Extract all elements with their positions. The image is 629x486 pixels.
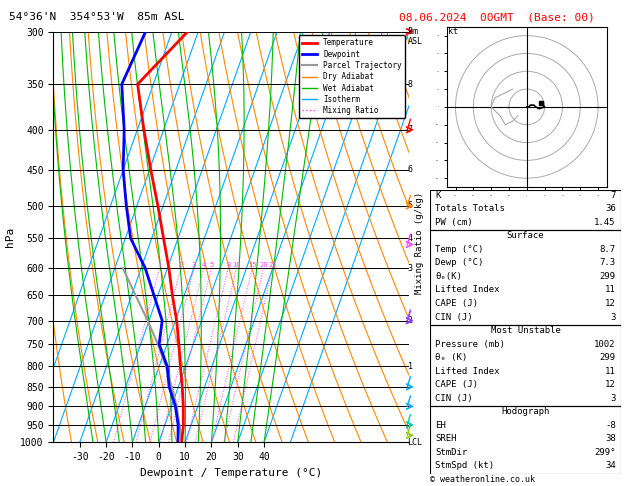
Text: 11: 11: [605, 367, 616, 376]
Text: 3: 3: [610, 394, 616, 403]
Text: 5: 5: [209, 262, 214, 268]
Text: 3: 3: [192, 262, 196, 268]
Text: Dewp (°C): Dewp (°C): [435, 259, 484, 267]
Text: 8: 8: [408, 80, 413, 88]
Text: 3: 3: [610, 312, 616, 322]
Text: K: K: [435, 191, 441, 200]
Text: © weatheronline.co.uk: © weatheronline.co.uk: [430, 474, 535, 484]
Text: Pressure (mb): Pressure (mb): [435, 340, 505, 348]
Text: 1002: 1002: [594, 340, 616, 348]
Text: StmSpd (kt): StmSpd (kt): [435, 462, 494, 470]
Text: 8.7: 8.7: [599, 245, 616, 254]
Text: StmDir: StmDir: [435, 448, 467, 457]
Text: -8: -8: [605, 421, 616, 430]
Text: Hodograph: Hodograph: [501, 407, 550, 417]
Text: kt: kt: [448, 27, 459, 36]
Text: 4: 4: [201, 262, 206, 268]
Text: 15: 15: [248, 262, 257, 268]
Text: 4: 4: [408, 234, 413, 243]
Text: LCL: LCL: [408, 438, 423, 447]
Text: 20: 20: [259, 262, 268, 268]
Text: CIN (J): CIN (J): [435, 312, 473, 322]
Text: 2: 2: [179, 262, 183, 268]
Text: 299: 299: [599, 272, 616, 281]
Text: Surface: Surface: [507, 231, 544, 240]
Text: 6: 6: [408, 165, 413, 174]
Text: PW (cm): PW (cm): [435, 218, 473, 227]
Text: km
ASL: km ASL: [408, 27, 423, 46]
Text: 1.45: 1.45: [594, 218, 616, 227]
Text: Totals Totals: Totals Totals: [435, 204, 505, 213]
Text: 36: 36: [605, 204, 616, 213]
Text: Temp (°C): Temp (°C): [435, 245, 484, 254]
Text: 12: 12: [605, 299, 616, 308]
Text: 7: 7: [610, 191, 616, 200]
Text: 5: 5: [408, 201, 413, 210]
Legend: Temperature, Dewpoint, Parcel Trajectory, Dry Adiabat, Wet Adiabat, Isotherm, Mi: Temperature, Dewpoint, Parcel Trajectory…: [299, 35, 405, 118]
Text: SREH: SREH: [435, 434, 457, 443]
Text: 1: 1: [408, 362, 413, 371]
Text: 7.3: 7.3: [599, 259, 616, 267]
Text: 299°: 299°: [594, 448, 616, 457]
Text: Lifted Index: Lifted Index: [435, 367, 500, 376]
Text: 1: 1: [157, 262, 162, 268]
Text: 7: 7: [408, 125, 413, 134]
Text: 25: 25: [268, 262, 277, 268]
Text: 2: 2: [408, 316, 413, 325]
Text: CAPE (J): CAPE (J): [435, 299, 479, 308]
Text: 8: 8: [226, 262, 230, 268]
Text: CIN (J): CIN (J): [435, 394, 473, 403]
Text: 3: 3: [408, 263, 413, 273]
Text: 12: 12: [605, 380, 616, 389]
Text: Mixing Ratio (g/kg): Mixing Ratio (g/kg): [415, 192, 424, 294]
Text: 34: 34: [605, 462, 616, 470]
Y-axis label: hPa: hPa: [4, 227, 14, 247]
Text: 54°36'N  354°53'W  85m ASL: 54°36'N 354°53'W 85m ASL: [9, 12, 185, 22]
Text: 11: 11: [605, 285, 616, 295]
Text: Most Unstable: Most Unstable: [491, 326, 560, 335]
Text: CAPE (J): CAPE (J): [435, 380, 479, 389]
Text: θₑ (K): θₑ (K): [435, 353, 467, 362]
X-axis label: Dewpoint / Temperature (°C): Dewpoint / Temperature (°C): [140, 468, 322, 478]
Text: EH: EH: [435, 421, 446, 430]
Text: 38: 38: [605, 434, 616, 443]
Text: 9: 9: [408, 27, 413, 36]
Text: 08.06.2024  00GMT  (Base: 00): 08.06.2024 00GMT (Base: 00): [399, 12, 595, 22]
Text: θₑ(K): θₑ(K): [435, 272, 462, 281]
Text: 299: 299: [599, 353, 616, 362]
Text: Lifted Index: Lifted Index: [435, 285, 500, 295]
Text: 10: 10: [232, 262, 241, 268]
